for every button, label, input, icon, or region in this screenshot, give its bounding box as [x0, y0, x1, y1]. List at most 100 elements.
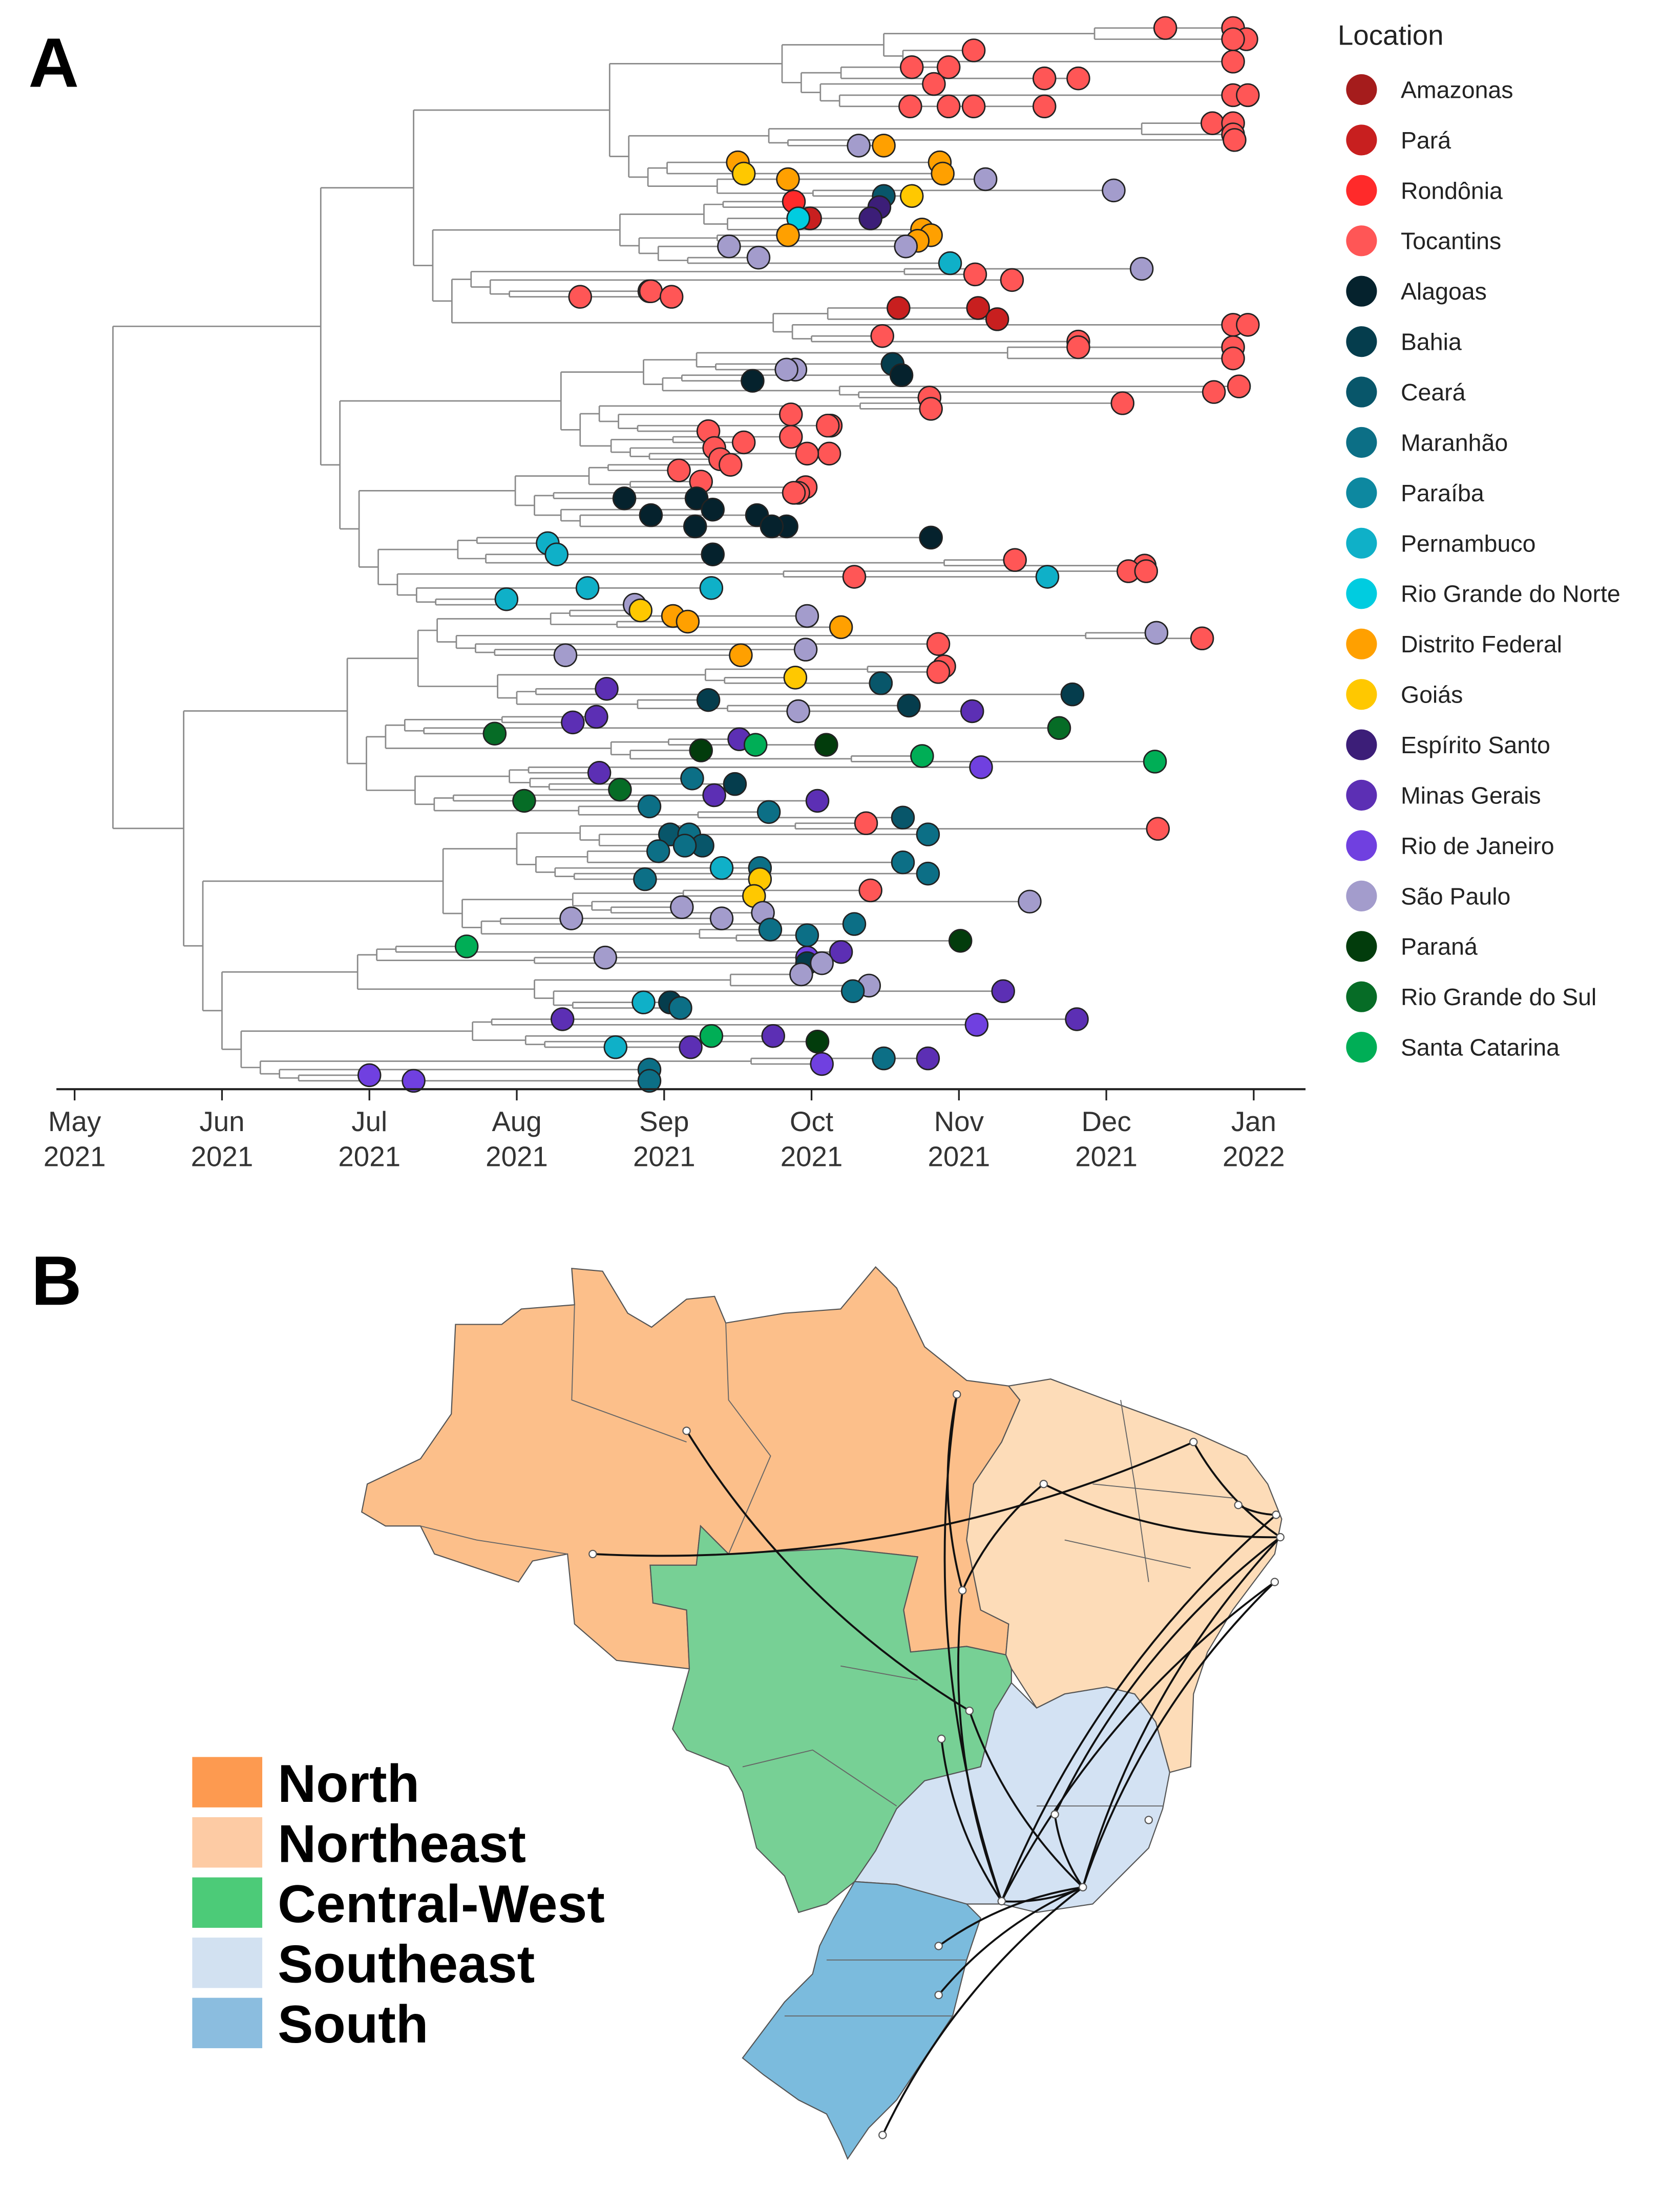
tip-marker-tocantins: [961, 38, 986, 62]
tip-marker-distrito-federal: [931, 161, 955, 186]
transmission-route: [1082, 1581, 1276, 1888]
tip-marker-paran-: [948, 929, 973, 953]
location-node: [997, 1897, 1006, 1906]
tip-marker-esp-rito-santo: [858, 206, 882, 230]
location-node: [958, 1586, 967, 1595]
tip-marker-tocantins: [719, 453, 743, 477]
tip-marker-rio-grande-do-sul: [1047, 716, 1071, 740]
legend-label: Rio Grande do Sul: [1401, 984, 1596, 1010]
tip-marker-tocantins: [922, 72, 946, 96]
tip-marker-santa-catarina: [910, 744, 934, 768]
tip-marker-s-o-paulo: [1129, 257, 1154, 281]
location-node: [965, 1706, 974, 1715]
region-swatch: [192, 1817, 263, 1868]
x-tick-month: Aug: [492, 1105, 541, 1137]
legend-swatch: [1346, 275, 1377, 307]
tip-marker-minas-gerais: [550, 1007, 575, 1031]
tip-marker-maranh-o: [637, 1069, 662, 1093]
tip-marker-rio-de-janeiro: [810, 1052, 834, 1076]
tip-marker-rio-de-janeiro: [964, 1013, 989, 1037]
transmission-route: [1054, 1536, 1281, 1815]
tip-marker-par-: [985, 307, 1009, 331]
tip-marker-rio-de-janeiro: [357, 1063, 382, 1088]
x-tick-year: 2021: [338, 1141, 401, 1173]
tip-marker-maranh-o: [672, 834, 697, 858]
tip-marker-maranh-o: [840, 979, 865, 1004]
region-label: Northeast: [278, 1814, 526, 1874]
legend-swatch: [1346, 175, 1377, 206]
tip-marker-tocantins: [1032, 66, 1057, 91]
transmission-route: [946, 1394, 963, 1591]
tip-marker-bahia: [696, 688, 721, 712]
tip-marker-tocantins: [858, 878, 882, 903]
transmission-route: [1054, 1814, 1084, 1888]
tip-marker-maranh-o: [668, 996, 692, 1020]
map-region-southeast: [853, 1682, 1170, 1913]
tip-marker-rio-grande-do-sul: [608, 777, 632, 802]
location-node: [934, 1942, 943, 1950]
legend-swatch: [1346, 880, 1377, 911]
tip-marker-s-o-paulo: [559, 906, 583, 930]
tip-marker-minas-gerais: [561, 710, 585, 735]
legend-label: Rio Grande do Norte: [1401, 581, 1620, 607]
tip-marker-tocantins: [1202, 380, 1226, 404]
region-swatch: [192, 1757, 263, 1807]
tip-marker-tocantins: [1221, 346, 1245, 371]
tip-marker-cear-: [869, 671, 893, 695]
legend-swatch: [1346, 527, 1377, 559]
tip-marker-pernambuco: [1035, 565, 1060, 589]
tip-marker-tocantins: [926, 632, 951, 656]
tip-marker-paran-: [814, 733, 838, 757]
region-label: Central-West: [278, 1875, 605, 1934]
tip-marker-santa-catarina: [1143, 750, 1167, 774]
tip-marker-alagoas: [683, 514, 707, 539]
legend-label: Distrito Federal: [1401, 631, 1562, 657]
legend-label: Pernambuco: [1401, 530, 1535, 557]
tip-marker-pernambuco: [494, 587, 519, 611]
tip-marker-tocantins: [899, 55, 924, 79]
tip-marker-goi-s: [899, 184, 924, 208]
tip-marker-santa-catarina: [743, 733, 768, 757]
tip-marker-goi-s: [628, 598, 652, 623]
x-tick-year: 2021: [44, 1141, 106, 1173]
tip-marker-s-o-paulo: [746, 245, 771, 270]
tip-marker-pernambuco: [544, 542, 569, 566]
x-tick-month: Oct: [790, 1105, 833, 1137]
transmission-route: [1001, 1886, 1084, 1903]
location-node: [937, 1734, 946, 1743]
tip-marker-rio-de-janeiro: [969, 755, 993, 779]
x-tick-month: Jul: [351, 1105, 387, 1137]
legend-label: São Paulo: [1401, 883, 1510, 909]
transmission-route: [969, 1710, 1084, 1888]
state-border: [1120, 1400, 1149, 1582]
tip-marker-distrito-federal: [729, 643, 753, 667]
tip-marker-tocantins: [639, 279, 663, 303]
region-swatch: [192, 1877, 263, 1928]
tip-marker-s-o-paulo: [786, 699, 810, 724]
tip-marker-alagoas: [701, 498, 725, 522]
tip-marker-tocantins: [1110, 391, 1134, 415]
legend-swatch: [1346, 729, 1377, 760]
x-tick-year: 2021: [1075, 1141, 1138, 1173]
legend-swatch: [1346, 830, 1377, 861]
tip-marker-pernambuco: [938, 251, 962, 275]
tip-marker-rio-grande-do-sul: [512, 789, 536, 813]
tip-marker-maranh-o: [637, 794, 662, 819]
tip-marker-minas-gerais: [702, 783, 726, 807]
panel-b-label: B: [31, 1241, 82, 1320]
legend-label: Paraná: [1401, 933, 1478, 960]
location-node: [1039, 1480, 1048, 1488]
tip-marker-distrito-federal: [776, 223, 800, 247]
transmission-route: [1000, 1514, 1277, 1902]
state-border: [1064, 1539, 1191, 1569]
state-border: [742, 1749, 897, 1806]
tip-marker-rio-de-janeiro: [402, 1069, 426, 1093]
tip-marker-tocantins: [568, 285, 592, 309]
region-label: South: [278, 1995, 428, 2054]
transmission-route: [593, 1441, 1194, 1557]
legend-swatch: [1346, 427, 1377, 458]
x-tick-year: 2021: [633, 1141, 696, 1173]
location-node: [878, 2131, 887, 2139]
state-border: [420, 1525, 568, 1555]
legend-swatch: [1346, 779, 1377, 811]
